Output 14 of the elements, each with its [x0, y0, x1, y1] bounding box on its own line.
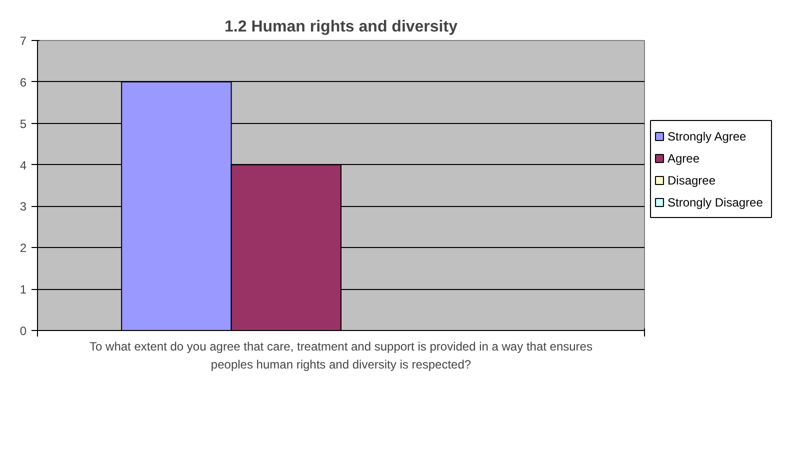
y-tick-label: 0	[20, 324, 27, 338]
chart-title: 1.2 Human rights and diversity	[224, 18, 458, 36]
y-tick-label: 3	[20, 200, 27, 214]
y-tick-label: 7	[20, 34, 27, 48]
y-tick-label: 2	[20, 241, 27, 256]
y-tick-label: 5	[20, 116, 27, 131]
legend-label: Disagree	[668, 174, 716, 188]
legend-label: Agree	[668, 152, 700, 166]
legend-label: Strongly Agree	[668, 130, 747, 144]
legend-label: Strongly Disagree	[668, 196, 764, 210]
y-tick-label: 6	[20, 75, 27, 90]
y-tick-label: 1	[20, 282, 27, 297]
x-axis-title: To what extent do you agree that care, treatment and support is provided in a way that ensures peoples human rights and diversity is respected?	[90, 340, 592, 372]
y-tick-label: 4	[20, 158, 27, 172]
